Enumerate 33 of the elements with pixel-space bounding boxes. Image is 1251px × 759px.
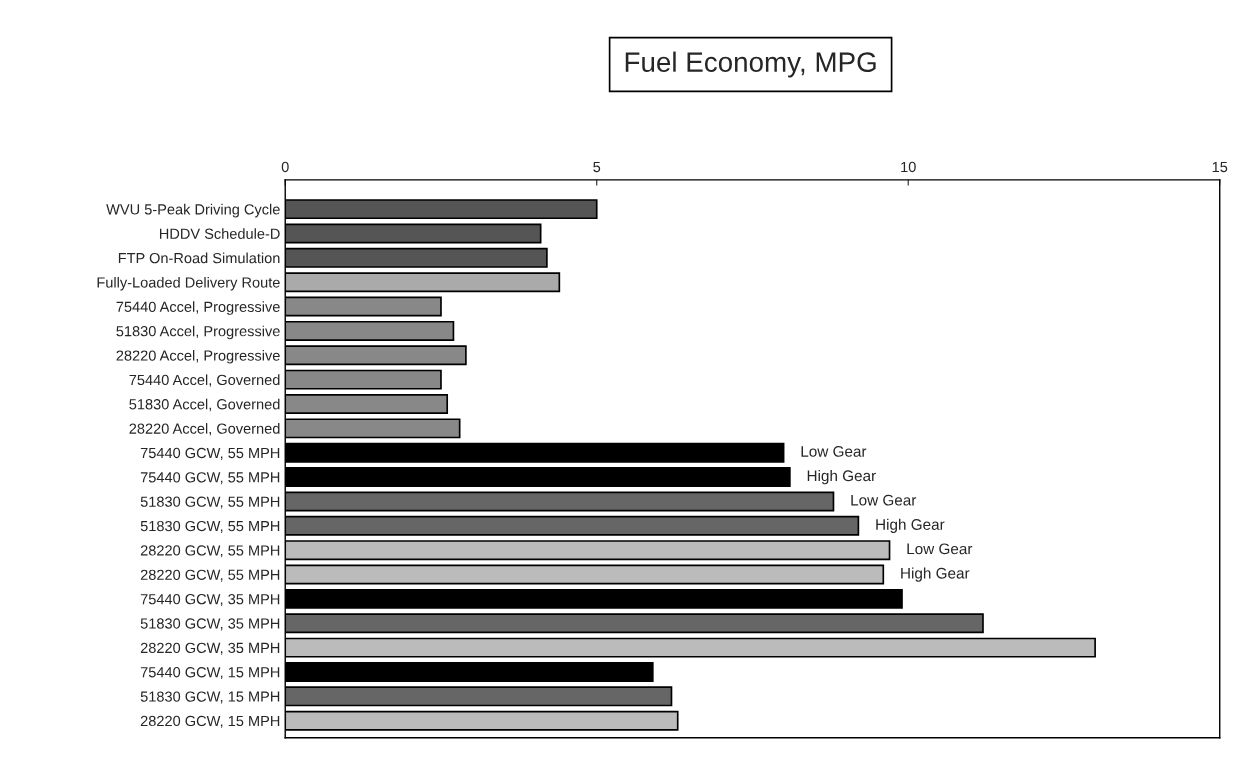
data-label: Low Gear [801,446,867,457]
y-tick-label: 28220 Accel, Governed [129,423,280,436]
y-tick-label: 51830 Accel, Governed [129,398,280,412]
y-tick-label: FTP On-Road Simulation [118,252,280,264]
y-tick-label: 28220 GCW, 55 MPH [140,545,280,558]
data-label: High Gear [901,567,970,582]
data-label: High Gear [876,518,945,533]
y-tick-label: 75440 GCW, 15 MPH [140,667,280,680]
y-tick-label: 51830 GCW, 35 MPH [140,618,280,631]
y-tick-label: 28220 GCW, 15 MPH [140,715,280,728]
data-label: Low Gear [907,543,973,555]
y-tick-label: 51830 GCW, 55 MPH [140,520,280,533]
y-tick-label: 75440 GCW, 35 MPH [140,593,280,607]
y-tick-label: 75440 GCW, 55 MPH [140,472,280,485]
y-tick-label: 75440 Accel, Progressive [116,301,280,315]
data-label: High Gear [807,469,876,485]
y-tick-label: 75440 Accel, Governed [129,374,280,387]
y-tick-label: Fully-Loaded Delivery Route [97,276,280,291]
y-tick-label: HDDV Schedule-D [159,228,280,239]
y-tick-label: 28220 GCW, 55 MPH [140,569,280,582]
x-tick-label: 0 [281,161,289,173]
y-tick-label: 28220 Accel, Progressive [116,350,280,364]
y-tick-label: 51830 Accel, Progressive [116,325,280,340]
y-tick-label: 51830 GCW, 15 MPH [140,691,280,704]
y-tick-label: 51830 GCW, 55 MPH [140,496,280,509]
x-tick-label: 15 [1212,161,1228,173]
x-tick-label: 5 [593,161,601,173]
data-label: Low Gear [851,494,917,506]
y-tick-label: WVU 5-Peak Driving Cycle [106,203,280,218]
y-tick-label: 75440 GCW, 55 MPH [140,447,280,460]
x-tick-label: 10 [901,161,916,173]
y-tick-label: 28220 GCW, 35 MPH [140,642,280,655]
chart-title: Fuel Economy, MPG [625,51,876,78]
